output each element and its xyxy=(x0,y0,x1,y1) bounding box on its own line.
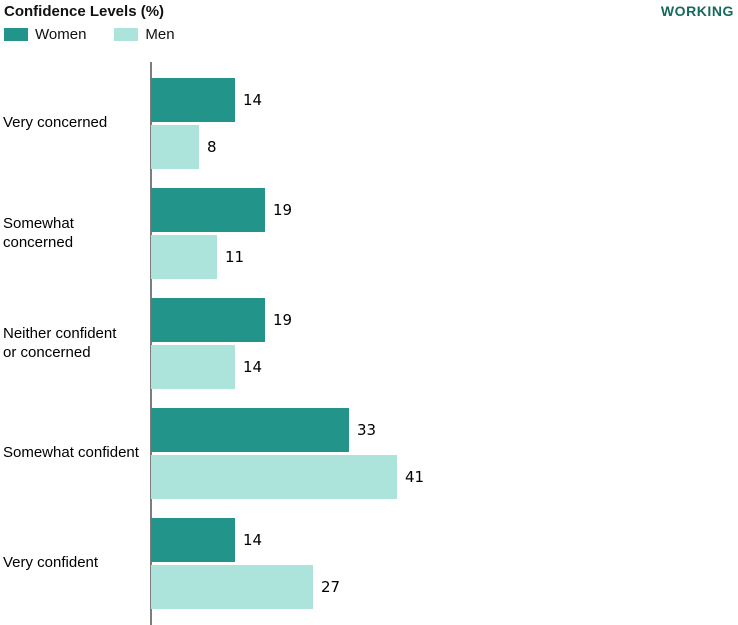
category-label: Neither confident or concerned xyxy=(3,324,117,361)
legend-swatch-women xyxy=(4,28,28,41)
bar-men xyxy=(151,125,199,169)
bar-women xyxy=(151,78,235,122)
value-label: 8 xyxy=(207,138,217,156)
legend-label-women: Women xyxy=(35,26,87,43)
chart-title: Confidence Levels (%) xyxy=(4,3,165,20)
value-label: 19 xyxy=(273,311,293,329)
legend-swatch-men xyxy=(114,28,139,41)
value-label: 14 xyxy=(243,358,263,376)
bar-women xyxy=(151,408,349,452)
bar-women xyxy=(151,188,265,232)
value-label: 41 xyxy=(405,468,425,486)
bar-men xyxy=(151,345,235,389)
legend-item-women: Women xyxy=(4,26,86,43)
plot-area: Very concerned 14 8 Somewhat concerned 19 11 N… xyxy=(0,62,738,625)
category-label: Somewhat confident xyxy=(3,444,139,462)
value-label: 14 xyxy=(243,91,263,109)
value-label: 27 xyxy=(321,578,341,596)
bar-men xyxy=(151,235,217,279)
status-badge: WORKING xyxy=(660,3,734,19)
bar-men xyxy=(151,565,313,609)
category-label: Very confident xyxy=(3,554,99,572)
bar-women xyxy=(151,298,265,342)
value-label: 14 xyxy=(243,531,263,549)
bar-women xyxy=(151,518,235,562)
value-label: 19 xyxy=(273,201,293,219)
value-label: 33 xyxy=(357,421,377,439)
category-label: Somewhat concerned xyxy=(3,214,74,251)
legend-item-men: Men xyxy=(114,26,175,43)
legend-label-men: Men xyxy=(145,26,175,43)
value-label: 11 xyxy=(225,248,245,266)
bar-men xyxy=(151,455,397,499)
category-label: Very concerned xyxy=(3,114,108,132)
y-axis-line xyxy=(150,62,152,625)
legend: Women Men xyxy=(4,26,175,43)
